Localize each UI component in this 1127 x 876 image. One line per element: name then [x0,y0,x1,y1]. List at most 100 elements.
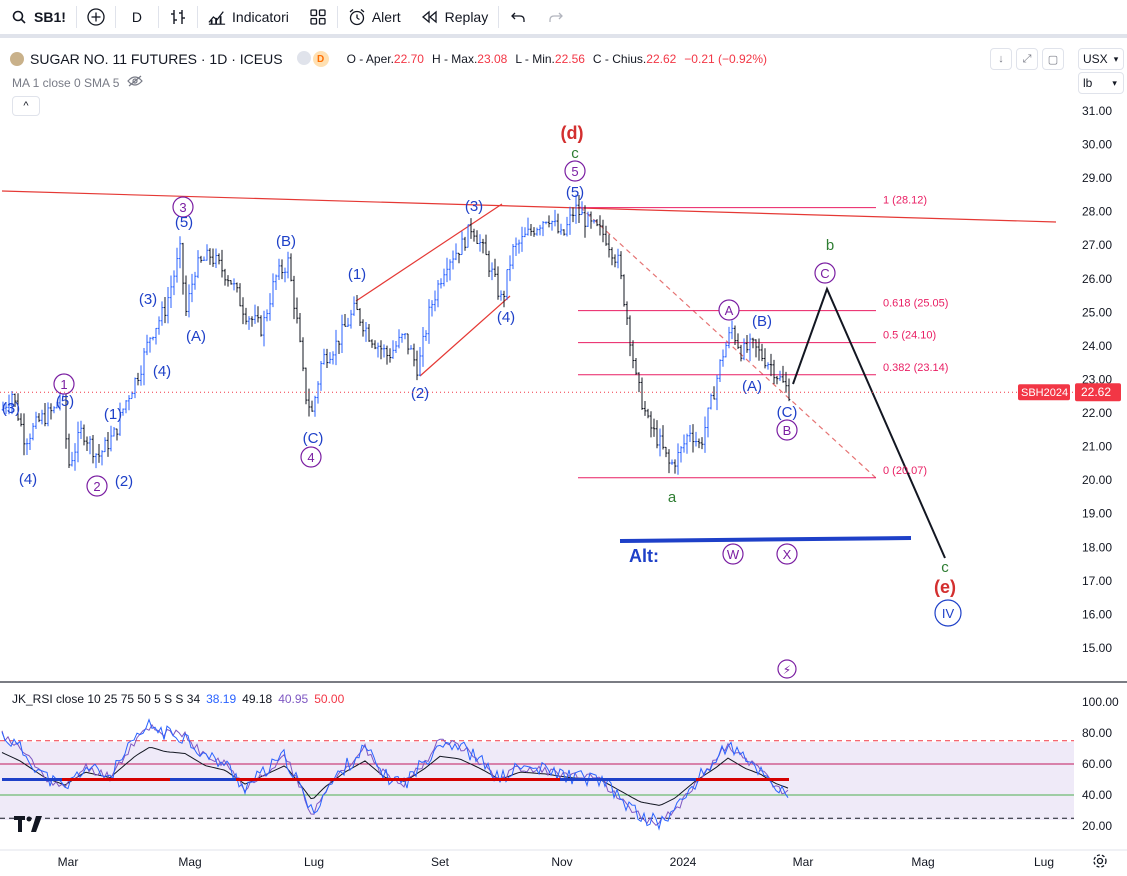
interval-label: D [131,9,143,25]
chevron-down-icon: ▾ [1113,53,1119,64]
wave-circle [300,446,322,468]
time-tick-label: Set [431,855,450,869]
wave-label: (5) [175,214,193,231]
price-axis[interactable]: 31.00 30.00 29.00 28.00 27.00 26.00 25.00 24.00… [0,104,1121,655]
chart-type-button[interactable] [159,0,197,36]
wave-label: 5 [571,164,578,179]
badges: D [296,51,329,67]
rsi-axis[interactable]: 100.00 80.00 60.00 40.00 20.00 [1082,695,1119,833]
unit-label: lb [1083,76,1093,90]
time-tick-label: 2024 [670,855,697,869]
indicators-button[interactable]: Indicatori [198,0,299,36]
undo-button[interactable] [499,0,537,36]
wave-label: c [571,145,579,162]
wave-label: 4 [307,450,314,465]
redo-button[interactable] [537,0,575,36]
compare-button[interactable] [77,0,115,36]
rsi-main-line [1,718,789,831]
main-pane-bg [0,42,1074,682]
replay-button[interactable]: Replay [411,0,499,36]
low-value: 22.56 [554,52,585,66]
gear-icon[interactable] [1092,853,1108,872]
pane-settings-button[interactable]: ▢ [1042,48,1064,70]
divider [158,6,160,28]
wave-label: X [783,547,792,562]
price-tick-label: 17.00 [1082,574,1112,588]
wave-label: W [727,547,740,562]
high-label: H - Max. [431,52,478,66]
unit-selector[interactable]: lb ▾ [1078,72,1124,94]
wave-label: (B) [276,233,296,250]
wave-label: (B) [752,313,772,330]
delay-badge: D [312,51,329,67]
time-tick-label: Lug [1034,855,1054,869]
alarm-clock-icon [348,8,366,26]
low-label: L - Min. [515,52,555,66]
price-tick-label: 23.00 [1082,372,1112,386]
current-symbol-label: SBH2024 [1021,387,1068,399]
time-axis[interactable]: Mar Mag Lug Set Nov 2024 Mar Mag Lug [58,855,1054,869]
interval-button[interactable]: D [116,0,158,36]
wave-label: 1 [60,377,67,392]
change-value: −0.21 (−0.92%) [684,52,768,66]
price-tick-label: 30.00 [1082,138,1112,152]
wave-label: (3) [2,400,20,417]
price-tick-label: 29.00 [1082,171,1112,185]
price-tick-label: 19.00 [1082,507,1112,521]
eye-off-icon[interactable] [127,75,144,90]
collapse-legend-button[interactable]: ^ [12,96,40,116]
annotations-layer: 1 (28.12) 0.618 (25.05) 0.5 (24.10) 0.382 (… [2,123,962,679]
wave-circle [722,543,744,565]
lightning-icon: ⚡ [783,663,791,677]
wedge-upper-line [355,203,503,302]
wave-label: c [941,559,949,576]
grid-icon [309,8,327,26]
symbol-search[interactable]: SB1! [0,0,76,36]
layouts-button[interactable] [299,0,337,36]
ma-label: MA 1 close 0 SMA 5 [12,75,120,90]
alert-label: Alert [371,9,401,25]
rsi-value-3: 40.95 [278,692,309,706]
time-tick-label: Nov [551,855,572,869]
price-tick-label: 18.00 [1082,540,1112,554]
wave-label: Alt: [629,546,659,566]
bar-chart-icon [169,8,187,26]
close-label: C - Chius. [592,52,647,66]
indicators-icon [208,8,226,26]
rsi-tick-label: 20.00 [1082,819,1112,833]
move-down-button[interactable]: ↓ [990,48,1012,70]
rsi-label: JK_RSI close 10 25 75 50 5 S S 34 [12,692,201,706]
wave-label: a [668,489,677,506]
maximize-button[interactable]: ⤢ [1016,48,1038,70]
currency-label: USX [1083,52,1108,66]
wave-label: B [783,423,792,438]
wave-label: (C) [777,404,798,421]
alert-button[interactable]: Alert [338,0,411,36]
fib-level-label: 0.5 (24.10) [883,330,936,342]
price-tick-label: 25.00 [1082,305,1112,319]
open-value: 22.70 [393,52,424,66]
wave-circle [564,160,586,182]
wave-label: (A) [186,328,206,345]
plus-circle-icon [87,8,105,26]
rsi-tick-label: 100.00 [1082,695,1119,709]
fib-level-label: 0 (20.07) [883,465,927,477]
replay-label: Replay [444,9,489,25]
wave-label: C [820,266,829,281]
currency-selector[interactable]: USX ▾ [1078,48,1124,70]
wave-circle [776,543,798,565]
time-tick-label: Lug [304,855,324,869]
wave-label: IV [942,606,955,621]
wave-label: (2) [411,385,429,402]
wave-label: (1) [104,406,122,423]
wave-label: (5) [56,393,74,410]
price-tick-label: 26.00 [1082,272,1112,286]
symbol-title: SUGAR NO. 11 FUTURES · 1D · ICEUS [30,51,283,67]
wave-label: (2) [115,473,133,490]
rsi-value-1: 38.19 [206,692,237,706]
symbol-label: SB1! [34,9,66,25]
projection-path [792,286,946,559]
wave-label: (C) [303,430,324,447]
wave-label: 3 [179,200,186,215]
